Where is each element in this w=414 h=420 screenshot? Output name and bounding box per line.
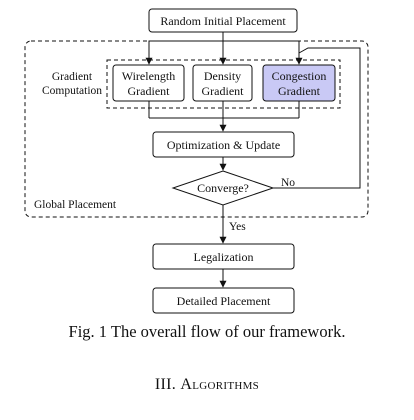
density-gradient-label-2: Gradient: [202, 84, 245, 98]
congestion-gradient-label-1: Congestion: [272, 69, 327, 83]
density-gradient-label-1: Density: [204, 69, 241, 83]
legalization-label: Legalization: [194, 250, 254, 264]
edge-init-to-congestion: [223, 40, 303, 65]
gradient-computation-label-1: Gradient: [52, 71, 93, 83]
random-initial-placement-node: Random Initial Placement: [148, 8, 298, 33]
converge-label: Converge?: [197, 181, 249, 195]
density-gradient-node: Density Gradient: [192, 64, 253, 102]
section-heading: III. Algorithms: [0, 376, 414, 394]
figure-caption: Fig. 1 The overall flow of our framework…: [68, 322, 346, 341]
wirelength-gradient-label-1: Wirelength: [122, 69, 176, 83]
edge-no-feedback: [273, 47, 361, 189]
congestion-gradient-label-2: Gradient: [278, 84, 321, 98]
gradient-computation-label-2: Computation: [42, 85, 102, 97]
optimization-update-node: Optimization & Update: [152, 131, 295, 158]
legalization-node: Legalization: [152, 243, 295, 270]
random-initial-placement-label: Random Initial Placement: [160, 14, 286, 28]
detailed-placement-label: Detailed Placement: [177, 294, 271, 308]
converge-decision-node: Converge?: [171, 170, 275, 206]
section-title: Algorithms: [180, 376, 260, 393]
wirelength-gradient-node: Wirelength Gradient: [112, 64, 185, 102]
yes-label: Yes: [229, 221, 246, 233]
optimization-update-label: Optimization & Update: [167, 138, 280, 152]
edge-init-to-wirelength: [145, 40, 223, 65]
section-number: III.: [154, 376, 177, 393]
wirelength-gradient-label-2: Gradient: [128, 84, 171, 98]
detailed-placement-node: Detailed Placement: [152, 287, 295, 314]
congestion-gradient-node: Congestion Gradient: [262, 64, 336, 102]
global-placement-label: Global Placement: [34, 199, 117, 211]
no-label: No: [281, 177, 295, 189]
global-placement-group: [24, 40, 369, 218]
